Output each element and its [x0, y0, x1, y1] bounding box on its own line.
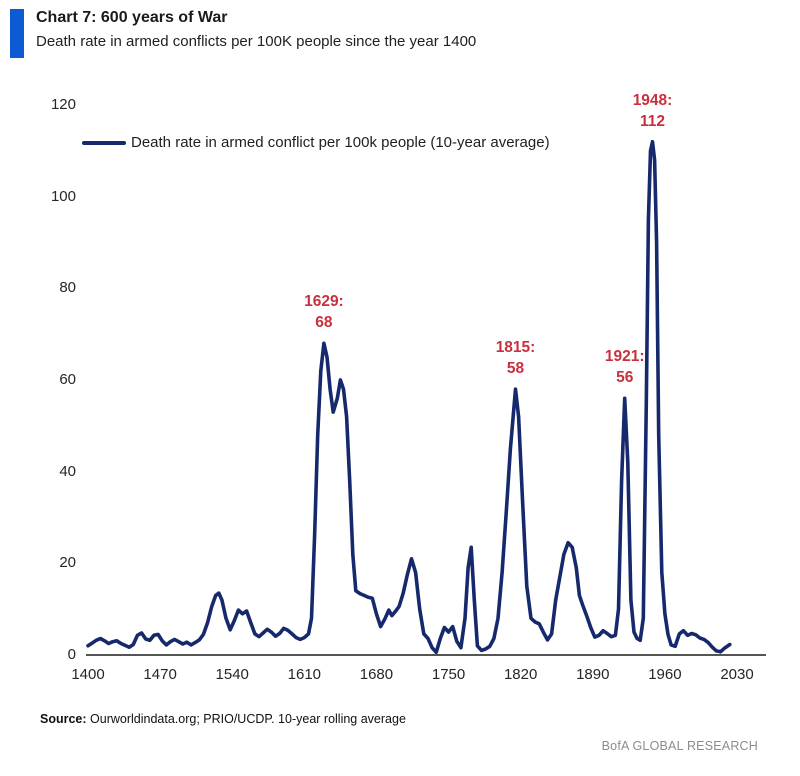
series-line: [86, 139, 732, 655]
peak-annotation: 1815: 58: [495, 339, 536, 378]
source-text: Ourworldindata.org; PRIO/UCDP. 10-year r…: [86, 712, 406, 726]
x-tick-label: 2030: [720, 666, 754, 683]
x-tick-label: 1680: [359, 666, 394, 683]
legend-line-swatch: [82, 140, 126, 145]
peak-annotation: 1629: 68: [304, 293, 344, 332]
peak-annotation: 1948: 112: [632, 91, 673, 130]
y-tick-label: 0: [67, 646, 76, 663]
x-tick-label: 1820: [503, 666, 538, 683]
x-tick-label: 1750: [431, 666, 466, 683]
source-label: Source:: [40, 712, 87, 726]
chart-subtitle: Death rate in armed conflicts per 100K p…: [36, 33, 477, 50]
x-tick-label: 1540: [215, 666, 249, 683]
y-tick-label: 60: [59, 371, 76, 388]
source-note: Source: Ourworldindata.org; PRIO/UCDP. 1…: [40, 712, 406, 726]
title-accent-bar: [10, 9, 24, 58]
y-tick-label: 100: [50, 187, 76, 205]
x-tick-label: 1470: [143, 666, 177, 683]
peak-annotation: 1921: 56: [604, 348, 645, 387]
x-tick-label: 1960: [648, 666, 682, 683]
x-tick-label: 1610: [287, 666, 322, 683]
y-tick-label: 20: [59, 554, 76, 572]
y-tick-label: 120: [50, 96, 76, 113]
y-tick-label: 40: [59, 462, 76, 480]
brand-text: BofA GLOBAL RESEARCH: [601, 739, 758, 753]
x-tick-label: 1890: [576, 666, 610, 683]
legend-label: Death rate in armed conflict per 100k pe…: [131, 134, 550, 151]
y-tick-label: 80: [59, 279, 76, 297]
legend: Death rate in armed conflict per 100k pe…: [82, 134, 550, 151]
chart-title: Chart 7: 600 years of War: [36, 9, 228, 26]
x-tick-label: 1400: [71, 666, 105, 683]
